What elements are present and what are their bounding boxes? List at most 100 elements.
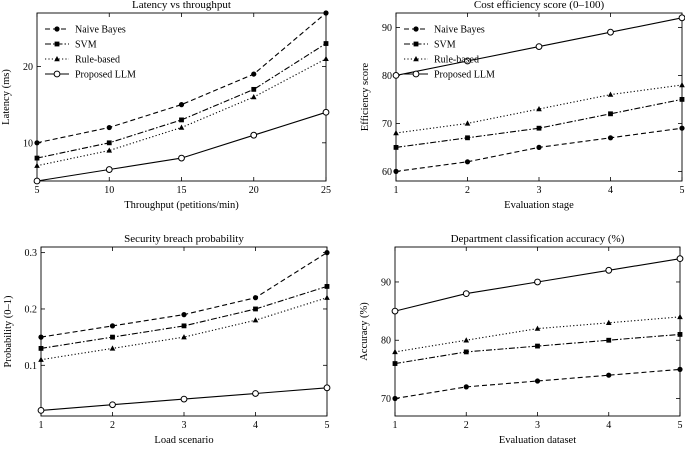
data-point: [109, 345, 116, 351]
data-point: [607, 28, 614, 36]
data-point: [34, 155, 40, 161]
legend-label: Proposed LLM: [434, 70, 495, 81]
data-point: [393, 145, 399, 150]
series-naive-bayes: [34, 10, 329, 146]
data-point: [110, 334, 115, 340]
data-point: [392, 361, 398, 366]
series-naive-bayes: [392, 366, 683, 402]
x-tick-label: 25: [321, 185, 331, 196]
chart-title: Latency vs throughput: [132, 0, 231, 11]
x-tick-label: 20: [249, 185, 259, 196]
y-tick-label: 80: [381, 336, 391, 347]
data-point: [252, 390, 259, 397]
legend-label: SVM: [75, 40, 97, 51]
data-point: [608, 111, 613, 117]
series-line: [36, 111, 327, 182]
series-line: [394, 333, 681, 365]
data-point: [251, 86, 257, 92]
x-tick-label: 1: [393, 420, 398, 431]
series-proposed-llm: [392, 14, 685, 79]
data-point: [33, 177, 41, 185]
x-tick-label: 3: [535, 420, 540, 431]
x-tick-label: 2: [110, 420, 115, 431]
data-point: [464, 57, 471, 65]
legend-label: SVM: [434, 40, 456, 51]
series-line: [395, 98, 683, 148]
y-axis-label: Efficiency score: [360, 63, 371, 132]
legend-label: Rule-based: [75, 55, 120, 66]
legend: Naive Bayes SVM Rule-based Proposed LLM: [45, 25, 136, 81]
data-point: [252, 317, 259, 323]
series-rule-based: [38, 294, 330, 362]
x-tick-label: 2: [465, 185, 470, 196]
x-tick-label: 5: [325, 420, 330, 431]
series-rule-based: [34, 55, 329, 168]
y-tick-label: 90: [381, 277, 391, 288]
series-proposed-llm: [391, 255, 684, 315]
data-point: [34, 162, 40, 168]
legend-swatch-marker: [412, 70, 420, 78]
data-point: [679, 82, 685, 88]
y-tick-label: 10: [23, 138, 33, 149]
data-point: [180, 395, 188, 403]
x-tick-label: 4: [253, 420, 258, 431]
data-point: [251, 71, 257, 77]
y-tick-label: 70: [382, 119, 392, 130]
data-point: [605, 319, 612, 325]
data-point: [323, 10, 329, 16]
data-point: [322, 108, 330, 116]
data-point: [38, 334, 44, 340]
data-point: [534, 378, 541, 384]
data-point: [105, 166, 113, 173]
data-point: [463, 384, 469, 390]
legend-label: Naive Bayes: [75, 25, 126, 36]
series-proposed-llm: [33, 108, 330, 185]
legend-swatch-marker: [413, 56, 419, 62]
data-point: [324, 294, 330, 300]
chart-title: Department classification accuracy (%): [451, 233, 625, 245]
data-point: [253, 306, 258, 312]
x-axis-label: Throughput (petitions/min): [124, 200, 239, 211]
x-axis-label: Evaluation dataset: [499, 435, 576, 446]
data-point: [536, 106, 542, 112]
data-point: [393, 130, 399, 136]
data-point: [678, 14, 685, 22]
data-point: [535, 343, 540, 349]
data-point: [181, 312, 187, 318]
y-tick-label: 80: [382, 71, 392, 82]
legend-swatch-marker: [54, 56, 60, 62]
x-tick-label: 1: [39, 420, 44, 431]
y-axis-label: Accuracy (%): [359, 302, 370, 361]
data-point: [179, 117, 184, 123]
x-axis-label: Load scenario: [154, 435, 213, 446]
data-point: [393, 168, 399, 174]
data-point: [606, 372, 612, 378]
x-tick-label: 5: [680, 185, 685, 196]
data-point: [463, 337, 470, 343]
data-point: [106, 147, 113, 153]
x-tick-label: 15: [177, 185, 187, 196]
data-point: [534, 278, 541, 286]
legend: Naive Bayes SVM Rule-based Proposed LLM: [404, 25, 495, 81]
data-point: [607, 91, 614, 97]
series-proposed-llm: [37, 384, 331, 414]
data-point: [679, 125, 685, 131]
data-point: [106, 124, 112, 131]
y-tick-label: 90: [382, 23, 392, 34]
x-tick-label: 4: [608, 185, 613, 196]
series-svm: [392, 332, 683, 366]
series-line: [40, 297, 328, 361]
data-point: [677, 313, 683, 320]
data-point: [323, 384, 331, 392]
series-naive-bayes: [38, 250, 330, 340]
data-point: [464, 120, 471, 126]
y-tick-label: 70: [381, 394, 391, 405]
x-tick-label: 4: [606, 420, 611, 431]
data-point: [324, 250, 330, 256]
plot-frame: [394, 246, 681, 417]
x-tick-label: 1: [394, 185, 399, 196]
series-svm: [38, 284, 330, 351]
data-point: [181, 323, 187, 329]
data-point: [463, 349, 469, 355]
